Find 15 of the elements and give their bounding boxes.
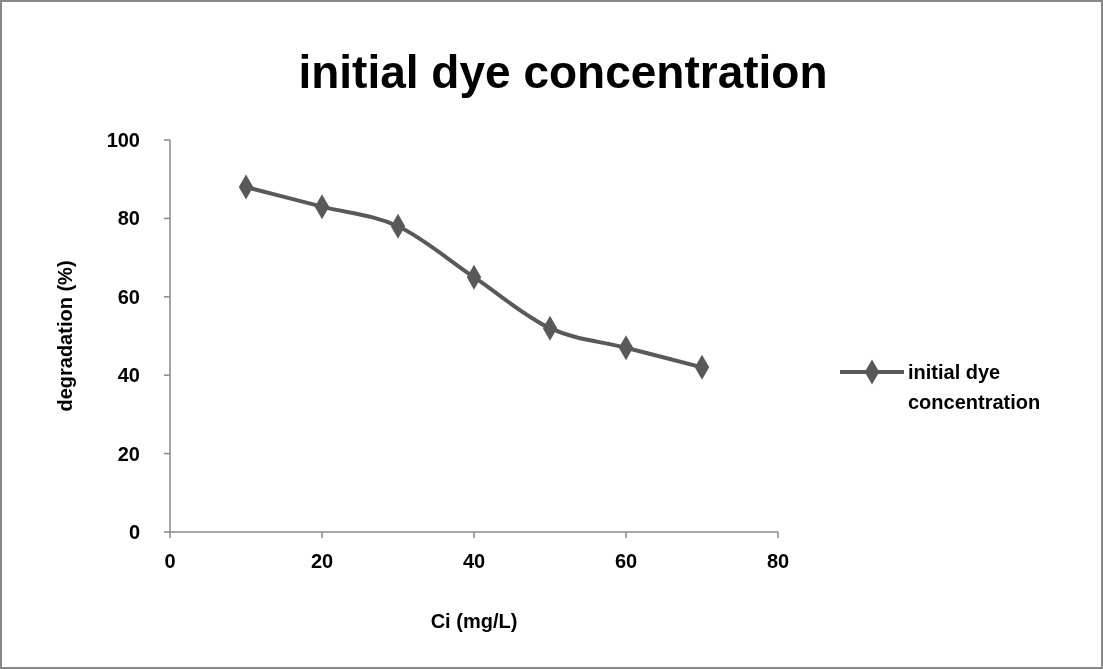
x-tick-label: 60 [614,550,638,572]
y-axis-title: degradation (%) [54,260,76,412]
x-tick-label: 20 [310,550,334,572]
y-tick-label: 80 [117,207,140,230]
y-tick-label: 0 [128,521,140,543]
chart-title: initial dye concentration [298,46,828,98]
y-tick-label: 40 [117,364,140,387]
y-tick-label: 100 [106,129,140,151]
y-tick-label: 20 [117,442,140,465]
x-axis-title: Ci (mg/L) [430,610,518,632]
y-tick-label: 60 [117,285,140,308]
legend-label: initial dye concentration [908,361,1041,413]
x-tick-label: 40 [462,550,486,572]
x-tick-label: 80 [766,550,790,572]
x-tick-label: 0 [164,550,176,572]
